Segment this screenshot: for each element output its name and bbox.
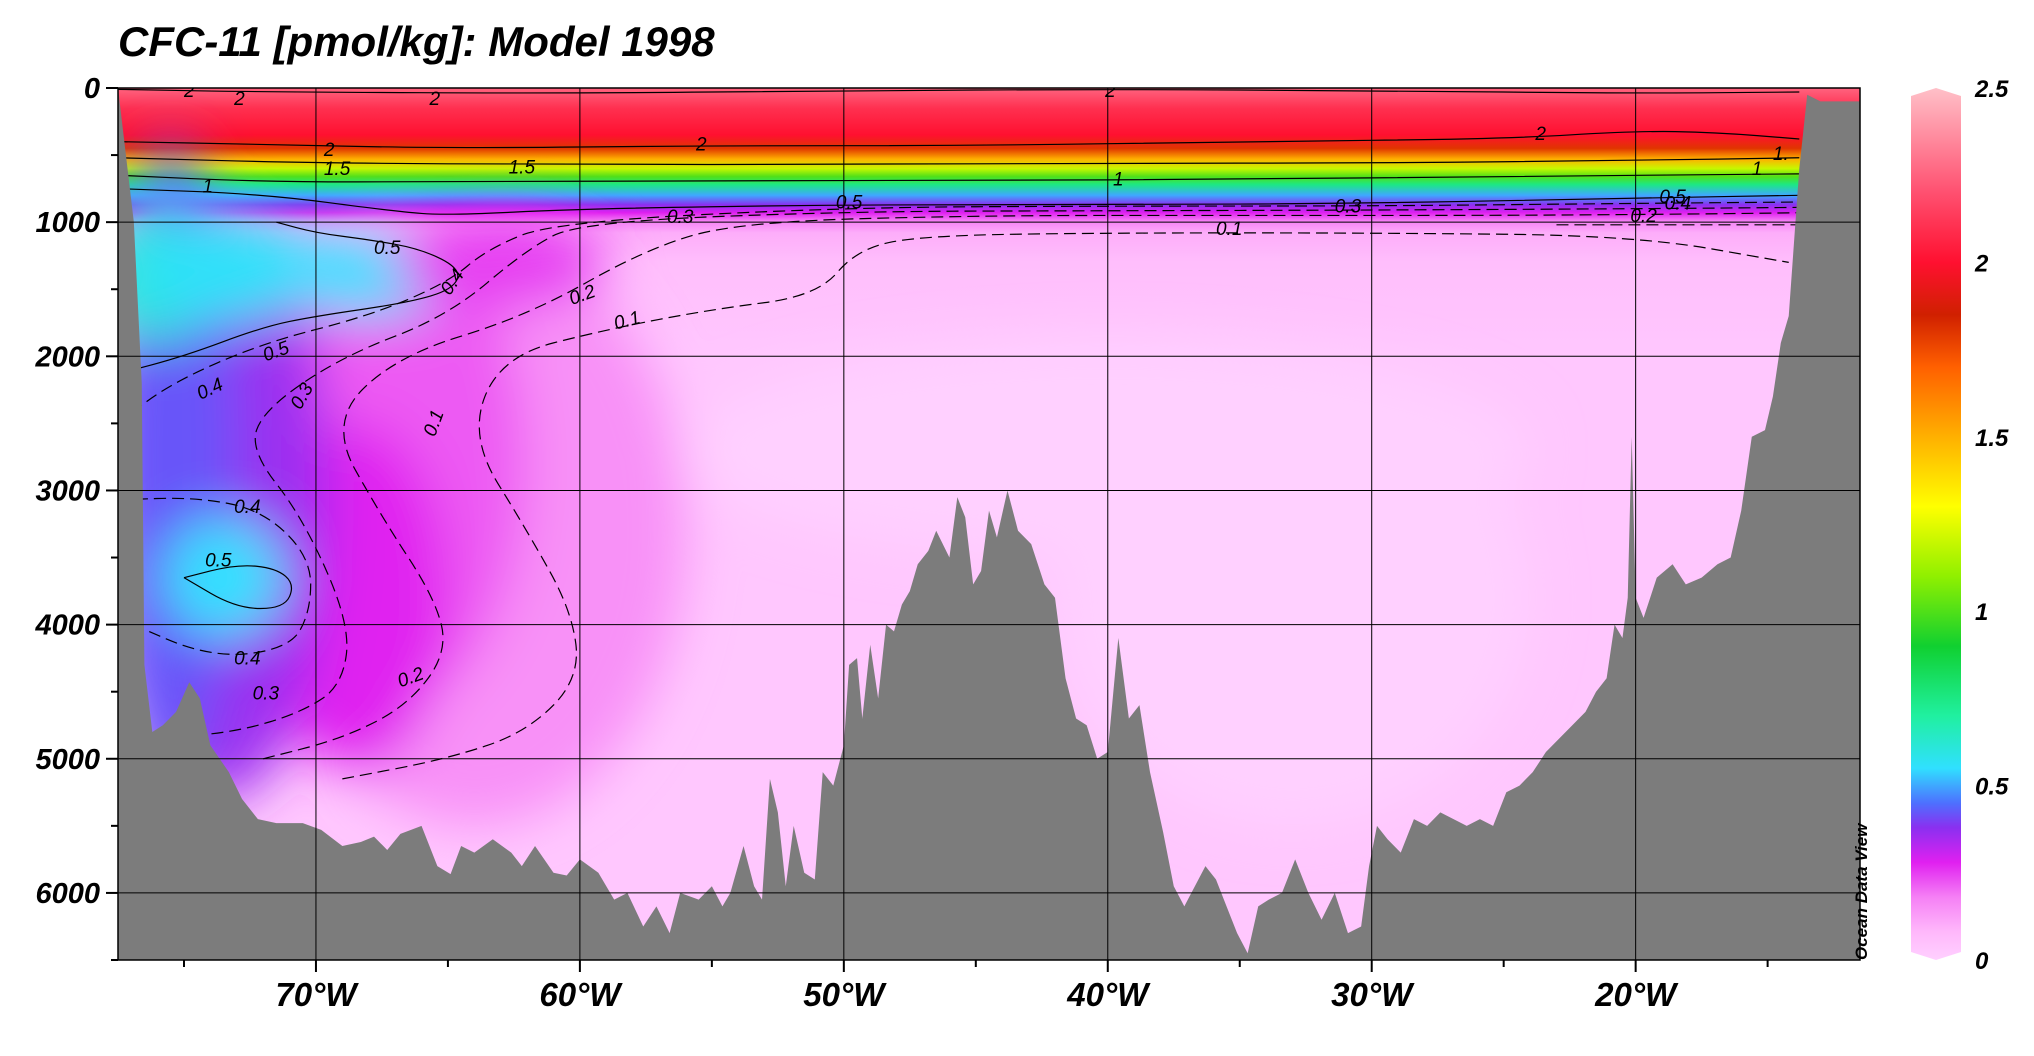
contour-label: 2 xyxy=(233,89,245,110)
contour-label: 0.3 xyxy=(1335,196,1362,217)
x-tick-label: 70°W xyxy=(275,976,359,1013)
plot-area: 2 2 2 22 221.5 1.51 111.0.5 0.50.50.50.50.40.40… xyxy=(117,81,1861,961)
contour-label: 2 xyxy=(695,135,707,156)
y-tick-label: 2000 xyxy=(34,341,100,373)
contour-label: 2 xyxy=(323,140,335,161)
colorbar-tick-label: 2 xyxy=(1974,250,1989,277)
water-mass xyxy=(1054,369,1531,826)
x-tick-label: 60°W xyxy=(539,976,623,1013)
x-tick-label: 30°W xyxy=(1331,976,1415,1013)
y-tick-label: 4000 xyxy=(34,610,100,642)
contour-label: 0.4 xyxy=(234,649,260,670)
contour-label: 0.5 xyxy=(374,238,401,259)
contour-lines xyxy=(118,88,1800,780)
chart-title: CFC-11 [pmol/kg]: Model 1998 xyxy=(118,18,715,65)
contour-2 xyxy=(118,130,1800,149)
y-tick-label: 6000 xyxy=(35,878,100,910)
contour-label: 0.5 xyxy=(836,192,863,213)
contour-label: 2 xyxy=(1534,124,1546,145)
axes: 70°W 60°W 50°W 40°W 30°W 20°W 0 1000 2000 3000 400… xyxy=(34,73,1769,1013)
contour-label: 1 xyxy=(1752,159,1763,180)
colorbar-tick-label: 1 xyxy=(1975,599,1988,626)
contour-label: 0.5 xyxy=(1659,187,1686,208)
contour-0_5 xyxy=(118,221,459,375)
contour-label: 2 xyxy=(1104,81,1116,102)
contour-0_5 xyxy=(118,188,1800,215)
colorbar-tick-label: 0.5 xyxy=(1975,774,2009,801)
seafloor xyxy=(118,88,1860,960)
contour-label: 0.3 xyxy=(253,683,280,704)
x-tick-label: 40°W xyxy=(1066,976,1151,1013)
contour-0_5 xyxy=(183,565,293,610)
colorbar-tick-label: 1.5 xyxy=(1975,425,2009,452)
water-mass xyxy=(395,215,607,310)
contour-label: 1.5 xyxy=(509,158,536,179)
contour-label: 0.5 xyxy=(205,551,232,572)
y-tick-label: 1000 xyxy=(35,207,100,239)
contour-label: 1 xyxy=(1113,170,1124,191)
contour-0_1 xyxy=(342,232,1789,780)
contour-label: 2 xyxy=(428,89,440,110)
colorbar-ramp xyxy=(1911,88,1961,960)
contour-label: 1.5 xyxy=(324,159,351,180)
grid-lines xyxy=(118,88,1860,960)
contour-label: 1 xyxy=(202,176,213,197)
contour-label: 0.1 xyxy=(1216,219,1242,240)
contour-label: 0.4 xyxy=(234,497,260,518)
contour-2 xyxy=(118,88,1800,94)
contour-1_5 xyxy=(118,157,1800,166)
colorbar: 0 0.5 1 1.5 2 2.5 xyxy=(1911,76,2009,975)
contour-label: 0.4 xyxy=(1665,194,1691,215)
contour-0_4 xyxy=(118,201,1800,424)
water-mass xyxy=(162,517,285,639)
seafloor-bathymetry xyxy=(118,88,1860,960)
contour-label: 0.2 xyxy=(1630,206,1657,227)
contour-label: 1. xyxy=(1773,144,1789,165)
colorbar-tick-label: 0 xyxy=(1975,948,1989,975)
colorbar-tick-label: 2.5 xyxy=(1974,76,2009,103)
contour-label: 0.3 xyxy=(667,207,694,228)
y-tick-label: 5000 xyxy=(35,744,100,776)
x-tick-label: 50°W xyxy=(803,976,887,1013)
water-mass xyxy=(131,215,316,323)
contour-label: 2 xyxy=(183,81,195,102)
x-tick-label: 20°W xyxy=(1594,976,1679,1013)
y-tick-label: 3000 xyxy=(35,475,100,507)
ocean-data-view-credit: Ocean Data View xyxy=(1852,823,1871,960)
plot-frame xyxy=(117,87,1861,961)
y-tick-label: 0 xyxy=(84,73,100,105)
contour-0_3 xyxy=(157,206,1800,740)
